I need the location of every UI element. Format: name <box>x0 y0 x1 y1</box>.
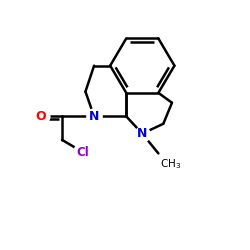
Text: N: N <box>137 127 147 140</box>
Text: Cl: Cl <box>76 146 89 159</box>
Text: O: O <box>36 110 46 123</box>
Text: CH$_3$: CH$_3$ <box>160 157 181 171</box>
Text: N: N <box>89 110 99 123</box>
